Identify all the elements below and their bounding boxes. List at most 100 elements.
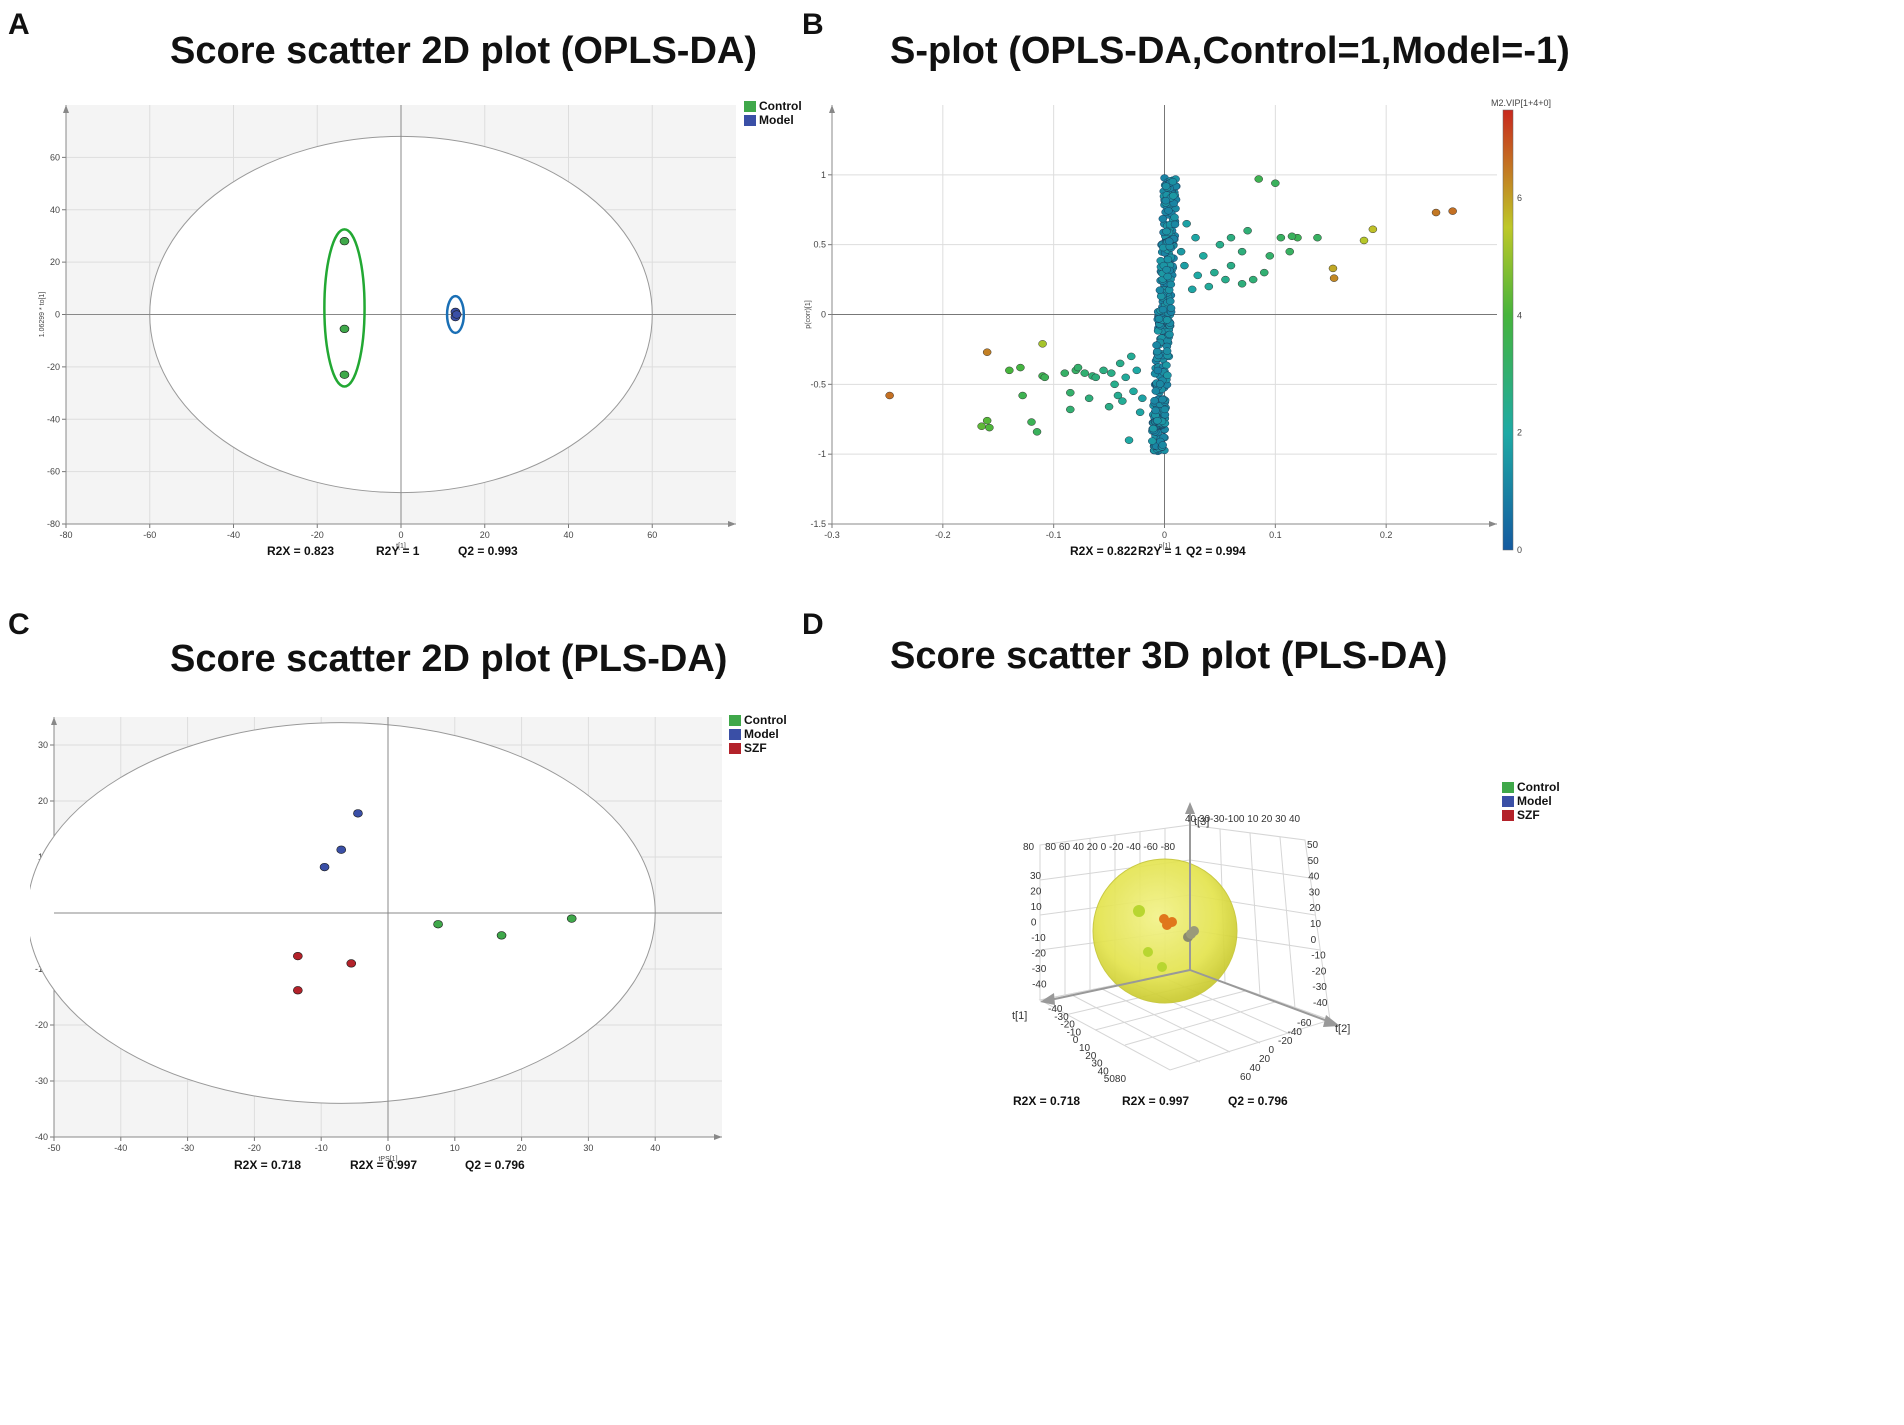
tick-label-y: 40 xyxy=(50,205,60,215)
legend-swatch xyxy=(729,714,741,726)
tick-label-y: 1 xyxy=(821,170,826,180)
tick-label-x: 30 xyxy=(583,1143,593,1153)
tick-label-x: 40 xyxy=(563,530,573,540)
tick-label-x: 20 xyxy=(517,1143,527,1153)
tick-label: 0 xyxy=(1311,935,1317,946)
y-axis-arrow xyxy=(51,717,57,725)
tick-label-x: -20 xyxy=(311,530,324,540)
point-variable xyxy=(1162,266,1171,274)
point-variable xyxy=(1155,286,1165,294)
point-control xyxy=(566,914,577,923)
stat-r2x: R2X = 0.718 xyxy=(1013,1094,1081,1108)
tick-label-x: 0.1 xyxy=(1269,530,1282,540)
legend-swatch xyxy=(729,742,741,754)
point-variable xyxy=(1073,363,1083,372)
tick-label: -20 xyxy=(1060,1020,1075,1031)
point-variable xyxy=(1166,304,1176,312)
point-variable xyxy=(1163,272,1172,281)
tick-label: 30 xyxy=(1091,1059,1103,1070)
tick-label-y: 0 xyxy=(55,310,60,320)
tick-label: -30 xyxy=(1054,1012,1069,1023)
point-variable xyxy=(1165,330,1174,339)
point-variable xyxy=(1018,391,1027,400)
legend-label: Model xyxy=(744,727,779,741)
stats-a: R2X = 0.823 R2Y = 1 Q2 = 0.993 xyxy=(0,544,800,560)
tick-label: 50 xyxy=(1307,840,1319,851)
tick-label-y: 20 xyxy=(38,796,48,806)
point-variable xyxy=(1182,219,1191,228)
tick-label: 30 xyxy=(1309,887,1321,898)
point-szf xyxy=(293,951,303,961)
point-variable xyxy=(1080,369,1089,377)
point-variable xyxy=(1368,225,1378,234)
point-variable xyxy=(1151,387,1161,395)
stats-b: R2X = 0.822 R2Y = 1 Q2 = 0.994 xyxy=(800,544,1600,560)
point-variable xyxy=(1163,255,1173,264)
tick-label: -60 xyxy=(1297,1018,1312,1029)
legend-item-szf: SZF xyxy=(729,741,787,755)
tick-label-x: -40 xyxy=(227,530,240,540)
tick-label-top: 80 60 40 20 0 -20 -40 -60 -80 xyxy=(1045,842,1176,853)
colorbar-tick-label: 0 xyxy=(1517,545,1522,555)
tick-label-y: 30 xyxy=(38,740,48,750)
point-variable xyxy=(1180,261,1189,270)
point-variable xyxy=(1135,408,1145,417)
tick-label-x: -20 xyxy=(248,1143,261,1153)
colorbar-label: M2.VIP[1+4+0] xyxy=(1491,98,1551,108)
point-variable xyxy=(1153,366,1163,375)
point-variable xyxy=(1162,227,1171,236)
panel-title-c: Score scatter 2D plot (PLS-DA) xyxy=(170,638,728,680)
tick-label: 80 xyxy=(1023,842,1035,853)
chart-c: -50-40-30-20-10010203040-40-30-20-100102… xyxy=(30,717,722,1163)
legend-swatch xyxy=(1502,781,1514,793)
legend-swatch xyxy=(744,100,756,112)
tick-label: 20 xyxy=(1309,903,1321,914)
point-variable xyxy=(1104,402,1114,411)
legend-swatch xyxy=(729,728,741,740)
legend-item-control: Control xyxy=(744,99,802,113)
stat-r2y: R2Y = 1 xyxy=(1138,544,1182,558)
y-axis-arrow xyxy=(63,105,69,113)
tick-label-y: -60 xyxy=(47,467,60,477)
point-variable xyxy=(1265,252,1275,260)
point-szf xyxy=(346,959,357,968)
point-variable xyxy=(1115,359,1125,368)
point-control xyxy=(433,920,443,929)
legend-label: SZF xyxy=(1517,808,1540,822)
point-variable xyxy=(1191,233,1200,242)
colorbar-tick-label: 2 xyxy=(1517,428,1522,438)
tick-label: -10 xyxy=(1067,1027,1082,1038)
tick-label: -10 xyxy=(1031,933,1046,944)
point-model xyxy=(1186,929,1196,939)
point-variable xyxy=(1027,418,1036,426)
tick-label-y: 60 xyxy=(50,152,60,162)
tick-label: 10 xyxy=(1031,902,1043,913)
axis-label-t2: t[2] xyxy=(1335,1023,1350,1035)
legend-label: Control xyxy=(1517,780,1560,794)
tick-label: 50 xyxy=(1308,856,1320,867)
chart-d: 80 80 60 40 20 0 -20 -40 -60 -80 40 30-3… xyxy=(1012,802,1350,1085)
point-variable xyxy=(1163,371,1172,380)
point-variable xyxy=(1329,274,1339,282)
point-variable xyxy=(1168,177,1178,186)
point-variable xyxy=(1152,341,1161,349)
point-control xyxy=(1157,962,1167,972)
tick-label: 30 xyxy=(1030,871,1042,882)
tick-label: 20 xyxy=(1259,1054,1271,1065)
point-variable xyxy=(1176,247,1186,256)
point-variable xyxy=(1110,380,1119,389)
stat-q2: Q2 = 0.993 xyxy=(458,544,518,558)
legend-label: Control xyxy=(744,713,787,727)
point-variable xyxy=(1210,268,1219,277)
stat-q2: Q2 = 0.994 xyxy=(1186,544,1246,558)
point-variable xyxy=(1328,264,1338,273)
point-variable xyxy=(1158,305,1168,314)
group-ellipse xyxy=(445,294,466,335)
tick-label-y: -1.5 xyxy=(810,519,826,529)
point-variable xyxy=(1155,380,1165,388)
tick-label-x: 0 xyxy=(385,1143,390,1153)
x-axis-label: p[1] xyxy=(1159,543,1171,550)
tick-label: 20 xyxy=(1030,887,1042,898)
